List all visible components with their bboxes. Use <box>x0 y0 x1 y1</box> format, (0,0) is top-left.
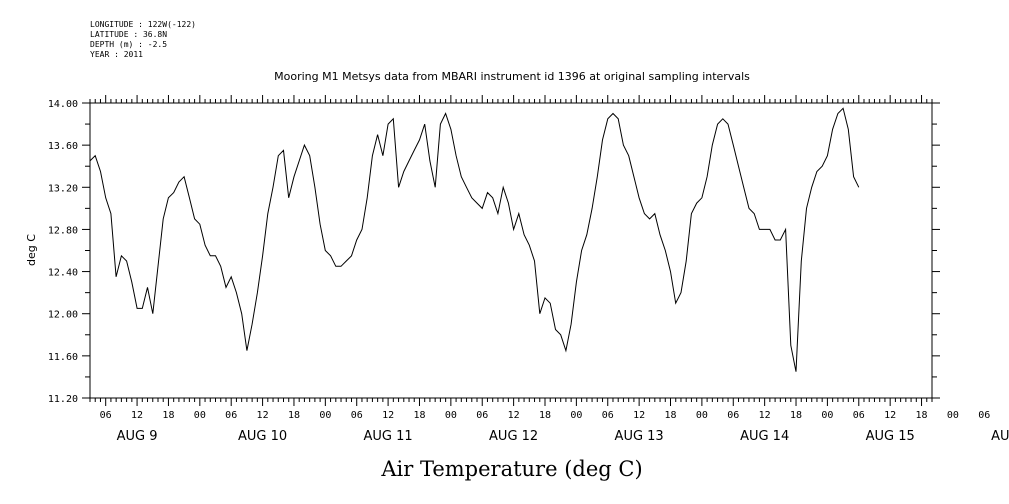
x-tick-labels: 06 12 18 00 06 12 18 00 06 12 18 00 06 12 18 00 06 12 18 00… <box>100 410 991 421</box>
y-tick-label: 11.60 <box>48 352 78 363</box>
x-tick-label: 06 <box>225 410 237 421</box>
tick-marks <box>82 95 940 406</box>
x-tick-label: 18 <box>790 410 802 421</box>
x-tick-label: 12 <box>884 410 896 421</box>
y-tick-label: 12.80 <box>48 225 78 236</box>
x-tick-label: 00 <box>319 410 331 421</box>
x-tick-label: 00 <box>821 410 833 421</box>
x-tick-label: 12 <box>633 410 645 421</box>
chart-title: Mooring M1 Metsys data from MBARI instru… <box>274 70 750 83</box>
x-tick-label: 12 <box>257 410 269 421</box>
x-axis-label: Air Temperature (deg C) <box>380 457 642 481</box>
x-tick-label: 06 <box>602 410 614 421</box>
y-tick-label: 12.40 <box>48 268 78 279</box>
x-tick-label: 12 <box>131 410 143 421</box>
y-tick-label: 14.00 <box>48 99 78 110</box>
x-tick-label: 18 <box>288 410 300 421</box>
day-label: AUG 12 <box>489 429 538 444</box>
x-tick-label: 12 <box>508 410 520 421</box>
x-tick-label: 12 <box>382 410 394 421</box>
day-label: AUG 13 <box>615 429 664 444</box>
y-tick-label: 13.60 <box>48 141 78 152</box>
x-tick-label: 06 <box>351 410 363 421</box>
y-axis-label: deg C <box>25 234 38 266</box>
longitude-text: LONGITUDE : 122W(-122) <box>90 20 196 29</box>
day-labels: AUG 9 AUG 10 AUG 11 AUG 12 AUG 13 AUG 14 AUG 1… <box>117 429 1009 444</box>
x-tick-label: 06 <box>476 410 488 421</box>
plot-frame <box>89 102 933 399</box>
day-label: AUG 14 <box>740 429 789 444</box>
x-tick-label: 06 <box>100 410 112 421</box>
x-tick-label: 18 <box>539 410 551 421</box>
y-tick-label: 11.20 <box>48 394 78 405</box>
x-tick-label: 06 <box>978 410 990 421</box>
y-tick-label: 12.00 <box>48 310 78 321</box>
y-tick-labels: 11.20 11.60 12.00 12.40 12.80 13.20 13.60 14.00 <box>48 99 78 405</box>
latitude-text: LATITUDE : 36.8N <box>90 30 168 39</box>
x-tick-label: 18 <box>916 410 928 421</box>
day-label: AUG 11 <box>364 429 413 444</box>
x-tick-label: 00 <box>570 410 582 421</box>
year-text: YEAR : 2011 <box>90 50 143 59</box>
x-tick-label: 00 <box>445 410 457 421</box>
x-tick-label: 06 <box>727 410 739 421</box>
x-tick-label: 12 <box>759 410 771 421</box>
depth-text: DEPTH (m) : -2.5 <box>90 40 168 49</box>
x-tick-label: 00 <box>194 410 206 421</box>
x-tick-label: 06 <box>853 410 865 421</box>
y-tick-label: 13.20 <box>48 183 78 194</box>
x-tick-label: 18 <box>664 410 676 421</box>
day-label: AUG 10 <box>238 429 287 444</box>
x-tick-label: 18 <box>413 410 425 421</box>
metadata-block: LONGITUDE : 122W(-122) LATITUDE : 36.8N … <box>90 20 196 60</box>
day-label: AUG 15 <box>866 429 915 444</box>
day-label: AUG 16 <box>991 429 1009 444</box>
air-temperature-line <box>89 107 860 372</box>
x-tick-label: 00 <box>947 410 959 421</box>
x-tick-label: 00 <box>696 410 708 421</box>
x-tick-label: 18 <box>162 410 174 421</box>
day-label: AUG 9 <box>117 429 158 444</box>
